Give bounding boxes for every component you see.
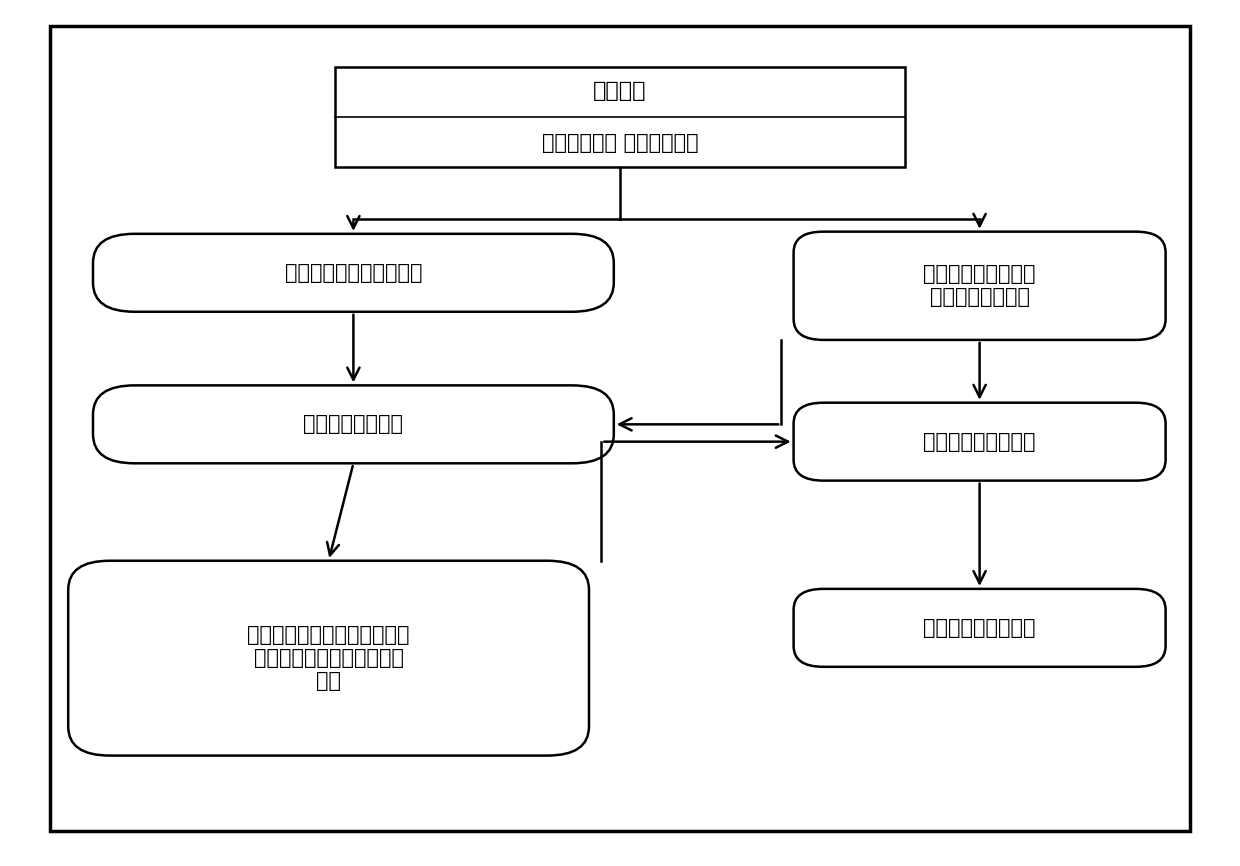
Text: 手机数据处理、地图匹配: 手机数据处理、地图匹配: [285, 262, 422, 283]
FancyBboxPatch shape: [93, 385, 614, 463]
FancyBboxPatch shape: [794, 403, 1166, 481]
FancyBboxPatch shape: [794, 589, 1166, 667]
Text: 实际数据: 实际数据: [593, 81, 647, 101]
Text: 交通小区修正与优化: 交通小区修正与优化: [924, 617, 1035, 638]
FancyBboxPatch shape: [68, 561, 589, 755]
FancyBboxPatch shape: [93, 234, 614, 312]
FancyBboxPatch shape: [794, 231, 1166, 339]
Text: 参数估计（经纬度，属性类别
号，时段新增量最大最小值
差）: 参数估计（经纬度，属性类别 号，时段新增量最大最小值 差）: [247, 625, 410, 691]
Text: 交通小区划分特征提
取、空间聚类算法: 交通小区划分特征提 取、空间聚类算法: [924, 264, 1035, 307]
Text: 手机信令数据 路网电子地图: 手机信令数据 路网电子地图: [542, 132, 698, 152]
FancyBboxPatch shape: [50, 26, 1190, 831]
Text: 区域属性类别获得: 区域属性类别获得: [304, 414, 403, 435]
Text: 交通小区划分的实现: 交通小区划分的实现: [924, 431, 1035, 452]
FancyBboxPatch shape: [335, 68, 905, 167]
